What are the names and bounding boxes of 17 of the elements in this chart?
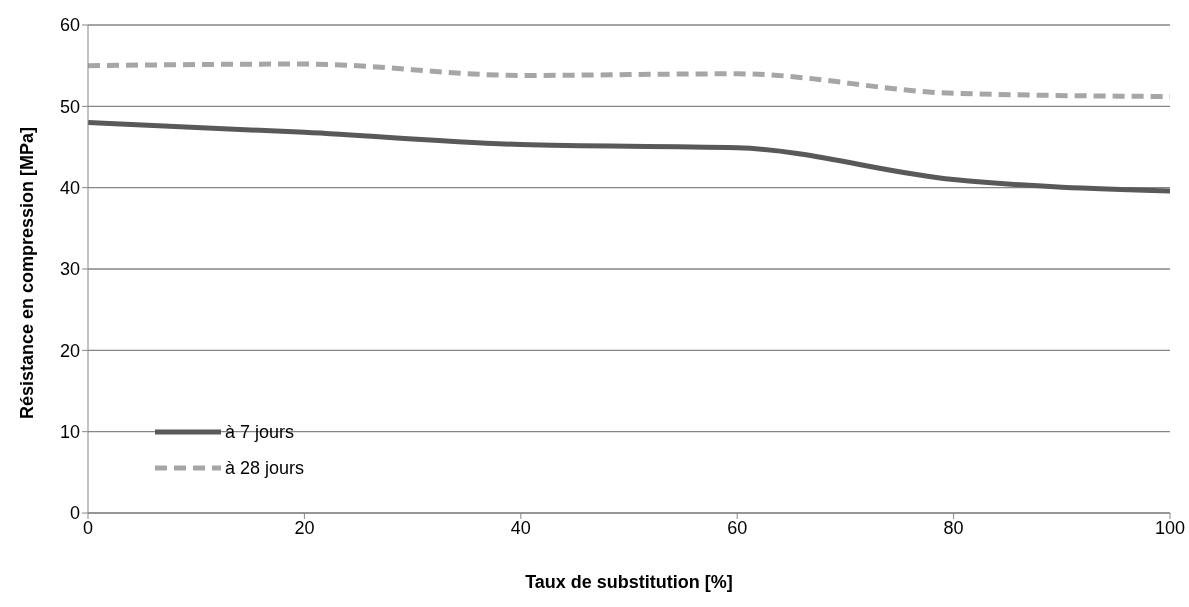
x-tick-label: 100 <box>1154 517 1186 538</box>
x-axis-title: Taux de substitution [%] <box>525 572 733 592</box>
y-tick-label: 30 <box>59 259 80 280</box>
x-tick-label: 60 <box>727 517 748 538</box>
y-tick-label: 10 <box>59 422 80 443</box>
x-tick-label: 80 <box>943 517 964 538</box>
x-tick-label: 20 <box>294 517 315 538</box>
y-axis-title: Résistance en compression [MPa] <box>17 126 38 419</box>
x-tick-label: 0 <box>82 517 94 538</box>
y-tick-label: 50 <box>59 96 80 117</box>
y-tick-label: 40 <box>59 178 80 199</box>
y-tick-label: 20 <box>59 340 80 361</box>
legend-label: à 7 jours <box>225 421 295 443</box>
x-tick-label: 40 <box>510 517 531 538</box>
y-tick-label: 0 <box>69 503 80 524</box>
legend-label: à 28 jours <box>225 457 305 479</box>
y-tick-label: 60 <box>59 15 80 36</box>
